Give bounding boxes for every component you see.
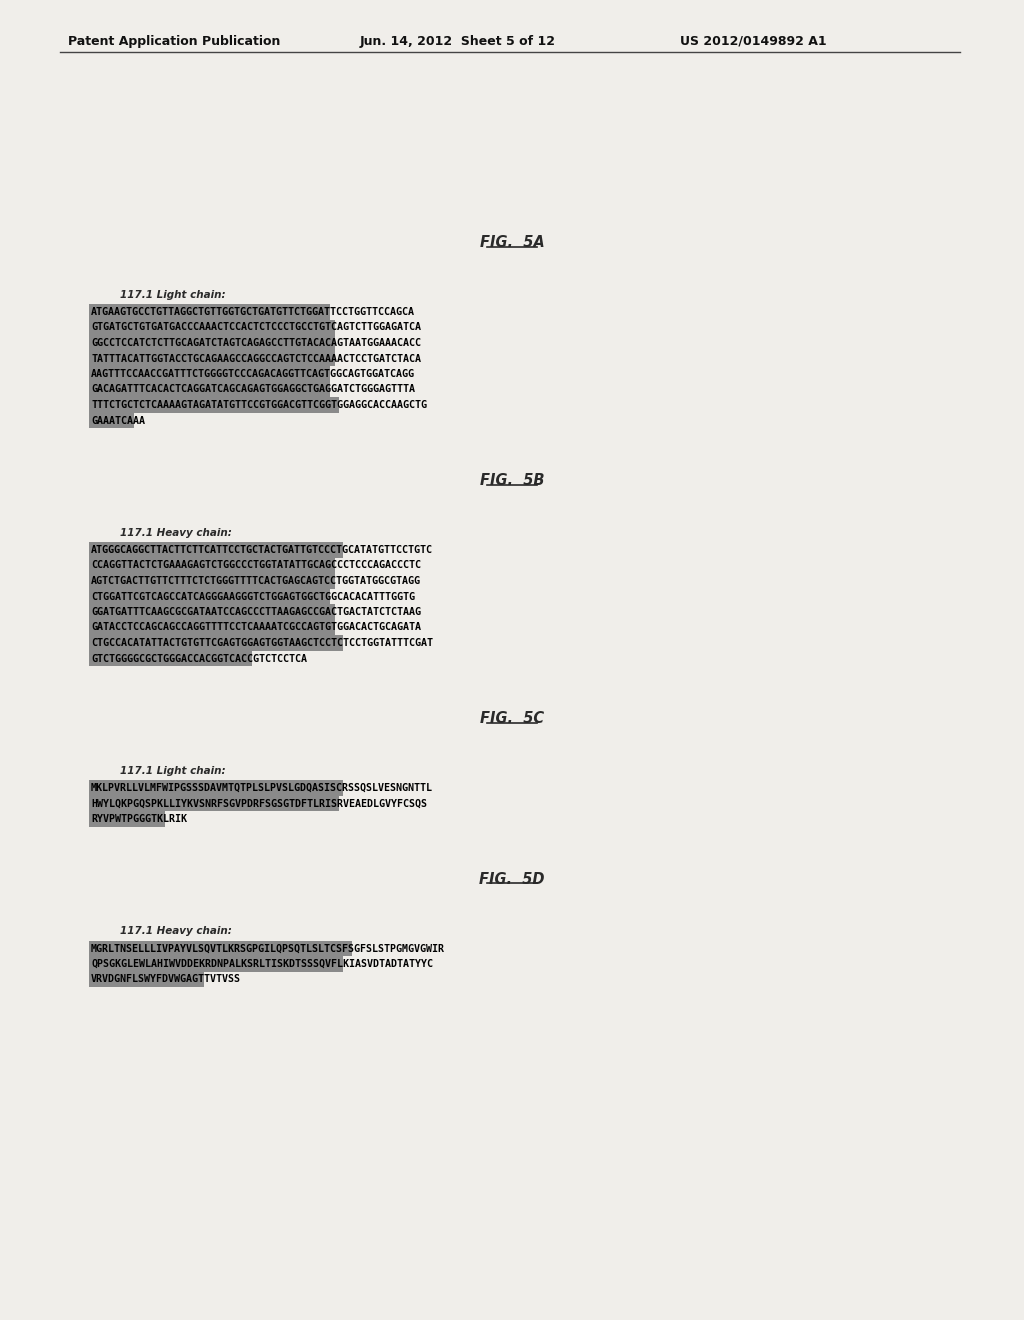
Bar bbox=[89, 335, 335, 351]
Bar bbox=[89, 543, 343, 557]
Text: RYVPWTPGGGTKLRIK: RYVPWTPGGGTKLRIK bbox=[91, 814, 187, 824]
Bar bbox=[89, 635, 343, 651]
Bar bbox=[89, 796, 339, 810]
Text: GAAATCAAA: GAAATCAAA bbox=[91, 416, 145, 425]
Bar bbox=[89, 780, 343, 796]
Text: MGRLTNSELLLIVPAYVLSQVTLKRSGPGILQPSQTLSLTCSFSGFSLSTPGMGVGWIR: MGRLTNSELLLIVPAYVLSQVTLKRSGPGILQPSQTLSLT… bbox=[91, 944, 445, 953]
Text: FIG.  5A: FIG. 5A bbox=[479, 235, 545, 249]
Text: US 2012/0149892 A1: US 2012/0149892 A1 bbox=[680, 36, 826, 48]
Text: Patent Application Publication: Patent Application Publication bbox=[68, 36, 281, 48]
Bar bbox=[89, 304, 330, 319]
Text: QPSGKGLEWLAHIWVDDEKRDNPALKSRLTISKDTSSSQVFLKIASVDTADTATYYC: QPSGKGLEWLAHIWVDDEKRDNPALKSRLTISKDTSSSQV… bbox=[91, 960, 433, 969]
Bar bbox=[89, 557, 335, 573]
Bar bbox=[89, 589, 330, 605]
Bar bbox=[89, 619, 335, 635]
Text: 117.1 Heavy chain:: 117.1 Heavy chain: bbox=[120, 528, 231, 539]
Text: MKLPVRLLVLMFWIPGSSSDAVMTQTPLSLPVSLGDQASISCRSSQSLVESNGNTTL: MKLPVRLLVLMFWIPGSSSDAVMTQTPLSLPVSLGDQASI… bbox=[91, 783, 433, 793]
Bar bbox=[89, 972, 204, 987]
Bar bbox=[89, 351, 335, 366]
Text: Jun. 14, 2012  Sheet 5 of 12: Jun. 14, 2012 Sheet 5 of 12 bbox=[360, 36, 556, 48]
Bar bbox=[89, 573, 335, 589]
Text: GATACCTCCAGCAGCCAGGTTTTCCTCAAAATCGCCAGTGTGGACACTGCAGATA: GATACCTCCAGCAGCCAGGTTTTCCTCAAAATCGCCAGTG… bbox=[91, 623, 421, 632]
Bar bbox=[89, 366, 330, 381]
Bar bbox=[89, 381, 330, 397]
Text: ATGAAGTGCCTGTTAGGCTGTTGGTGCTGATGTTCTGGATTCCTGGTTCCAGCA: ATGAAGTGCCTGTTAGGCTGTTGGTGCTGATGTTCTGGAT… bbox=[91, 308, 415, 317]
Text: FIG.  5B: FIG. 5B bbox=[480, 473, 544, 488]
Text: FIG.  5C: FIG. 5C bbox=[480, 711, 544, 726]
Bar bbox=[89, 810, 165, 826]
Text: 117.1 Heavy chain:: 117.1 Heavy chain: bbox=[120, 927, 231, 936]
Text: CTGCCACATATTACTGTGTTCGAGTGGAGTGGTAAGCTCCTCTCCTGGTATTTCGAT: CTGCCACATATTACTGTGTTCGAGTGGAGTGGTAAGCTCC… bbox=[91, 638, 433, 648]
Bar bbox=[89, 956, 343, 972]
Text: TATTTACATTGGTACCTGCAGAAGCCAGGCCAGTCTCCAAAACTCCTGATCTACA: TATTTACATTGGTACCTGCAGAAGCCAGGCCAGTCTCCAA… bbox=[91, 354, 421, 363]
Text: GACAGATTTCACACTCAGGATCAGCAGAGTGGAGGCTGAGGATCTGGGAGTTTA: GACAGATTTCACACTCAGGATCAGCAGAGTGGAGGCTGAG… bbox=[91, 384, 415, 395]
Bar bbox=[89, 651, 252, 667]
Text: VRVDGNFLSWYFDVWGAGTTVTVSS: VRVDGNFLSWYFDVWGAGTTVTVSS bbox=[91, 974, 241, 985]
Text: ATGGGCAGGCTTACTTCTTCATTCCTGCTACTGATTGTCCCTGCATATGTTCCTGTC: ATGGGCAGGCTTACTTCTTCATTCCTGCTACTGATTGTCC… bbox=[91, 545, 433, 554]
Text: GTGATGCTGTGATGACCCAAACTCCACTCTCCCTGCCTGTCAGTCTTGGAGATCA: GTGATGCTGTGATGACCCAAACTCCACTCTCCCTGCCTGT… bbox=[91, 322, 421, 333]
Text: AAGTTTCCAACCGATTTCTGGGGTCCCAGACAGGTTCAGTGGCAGTGGATCAGG: AAGTTTCCAACCGATTTCTGGGGTCCCAGACAGGTTCAGT… bbox=[91, 370, 415, 379]
Text: FIG.  5D: FIG. 5D bbox=[479, 871, 545, 887]
Bar bbox=[89, 940, 352, 956]
Text: 117.1 Light chain:: 117.1 Light chain: bbox=[120, 766, 225, 776]
Bar bbox=[89, 605, 335, 619]
Bar bbox=[89, 397, 339, 412]
Text: TTTCTGCTCTCAAAAGTAGATATGTTCCGTGGACGTTCGGTGGAGGCACCAAGCTG: TTTCTGCTCTCAAAAGTAGATATGTTCCGTGGACGTTCGG… bbox=[91, 400, 427, 411]
Text: GGATGATTTCAAGCGCGATAATCCAGCCCTTAAGAGCCGACTGACTATCTCTAAG: GGATGATTTCAAGCGCGATAATCCAGCCCTTAAGAGCCGA… bbox=[91, 607, 421, 616]
Text: 117.1 Light chain:: 117.1 Light chain: bbox=[120, 290, 225, 300]
Text: CTGGATTCGTCAGCCATCAGGGAAGGGTCTGGAGTGGCTGGCACACATTTGGTG: CTGGATTCGTCAGCCATCAGGGAAGGGTCTGGAGTGGCTG… bbox=[91, 591, 415, 602]
Text: GGCCTCCATCTCTTGCAGATCTAGTCAGAGCCTTGTACACAGTAATGGAAACACC: GGCCTCCATCTCTTGCAGATCTAGTCAGAGCCTTGTACAC… bbox=[91, 338, 421, 348]
Text: AGTCTGACTTGTTCTTTCTCTGGGTTTTCACTGAGCAGTCCTGGTATGGCGTAGG: AGTCTGACTTGTTCTTTCTCTGGGTTTTCACTGAGCAGTC… bbox=[91, 576, 421, 586]
Text: CCAGGTTACTCTGAAAGAGTCTGGCCCTGGTATATTGCAGCCCTCCCAGACCCTC: CCAGGTTACTCTGAAAGAGTCTGGCCCTGGTATATTGCAG… bbox=[91, 561, 421, 570]
Bar bbox=[89, 412, 134, 428]
Bar bbox=[89, 319, 335, 335]
Text: HWYLQKPGQSPKLLIYKVSNRFSGVPDRFSGSGTDFTLRISRVEAEDLGVYFCSQS: HWYLQKPGQSPKLLIYKVSNRFSGVPDRFSGSGTDFTLRI… bbox=[91, 799, 427, 808]
Text: GTCTGGGGCGCTGGGACCACGGTCACCGTCTCCTCA: GTCTGGGGCGCTGGGACCACGGTCACCGTCTCCTCA bbox=[91, 653, 307, 664]
